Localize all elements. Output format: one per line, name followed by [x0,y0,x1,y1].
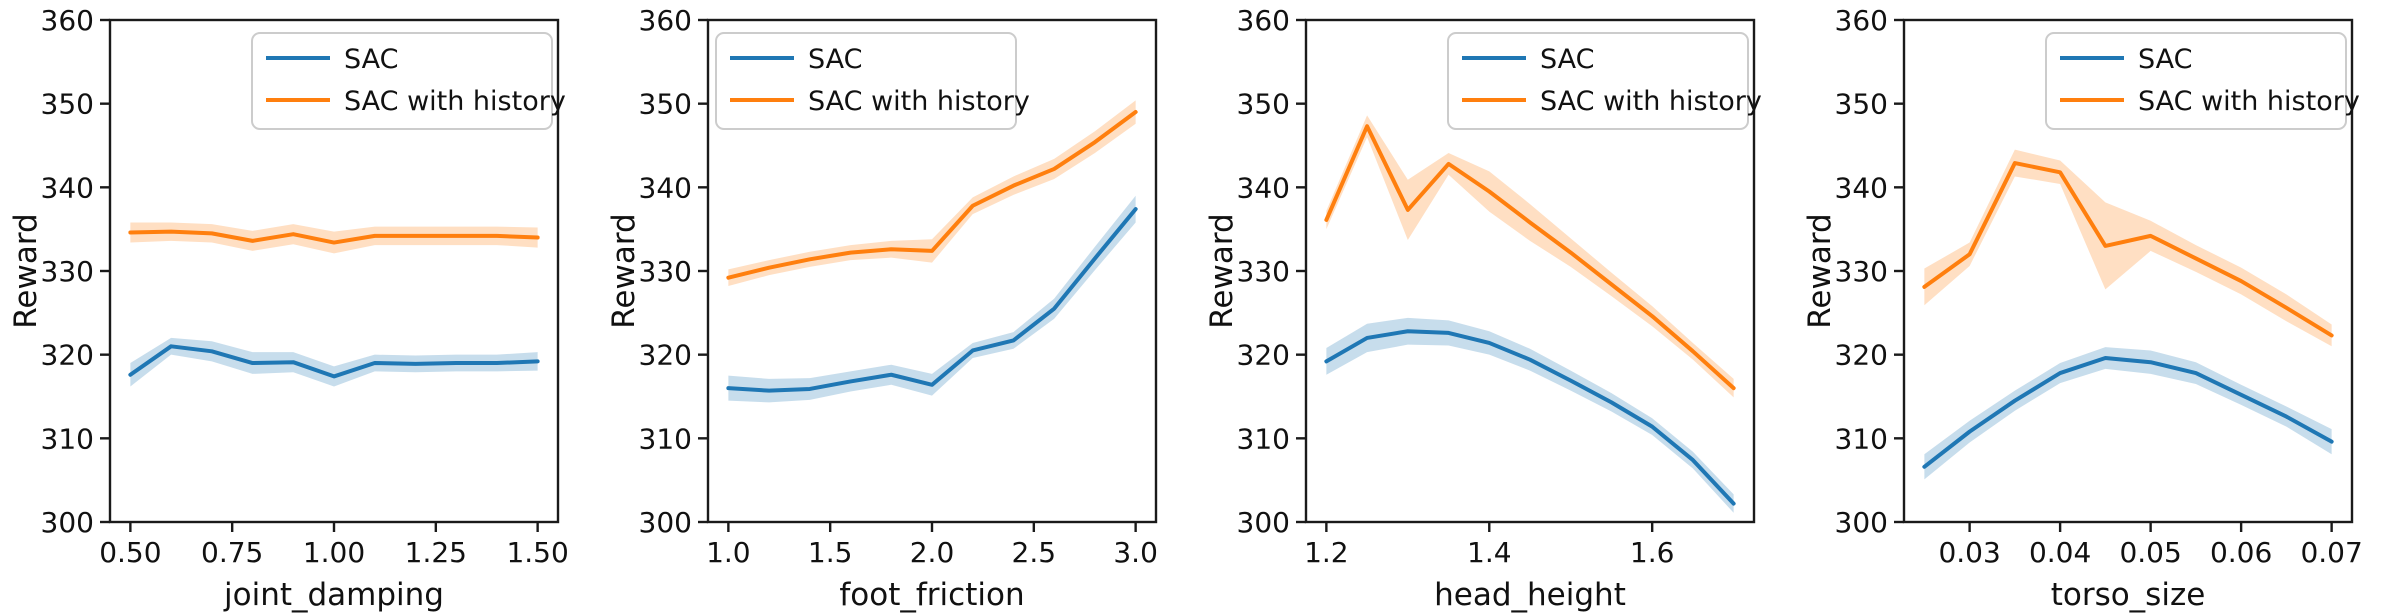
y-tick-label: 310 [1237,422,1290,455]
plot-area [1324,115,1736,513]
legend-label-sac: SAC [2138,44,2193,75]
legend: SAC SAC with history [715,32,1030,130]
subplot-joint-damping: 300 310 320 330 340 350 360 0.50 0.75 1.00 1.25 1.5… [8,4,569,613]
x-tick-label: 3.0 [1113,536,1158,569]
y-tick-label: 340 [1835,171,1888,204]
x-axis-label: joint_damping [223,577,444,613]
x-tick-label: 0.05 [2119,536,2181,569]
y-tick-label: 330 [41,255,94,288]
legend: SAC SAC with history [251,32,566,130]
y-tick-label: 300 [41,506,94,539]
legend-label-sac: SAC [808,44,863,75]
x-axis-label: torso_size [2051,577,2206,613]
y-tick-label: 320 [1237,339,1290,372]
sac-line [1324,329,1736,506]
sac-line [128,344,540,379]
sac-history-line [726,110,1138,280]
x-axis-label: foot_friction [839,577,1024,613]
x-tick-label: 0.06 [2210,536,2272,569]
legend-label-sac-history: SAC with history [344,86,566,117]
y-axis-label: Reward [1802,213,1838,328]
x-tick-label: 1.6 [1630,536,1675,569]
y-tick-label: 350 [1835,88,1888,121]
x-tick-label: 1.00 [303,536,365,569]
y-tick-label: 340 [639,171,692,204]
subplot-torso-size: 300 310 320 330 340 350 360 0.03 0.04 0.05 0.06 0.0… [1802,4,2363,613]
y-axis-label: Reward [1204,213,1240,328]
x-tick-label: 0.03 [1938,536,2000,569]
y-tick-label: 360 [1237,4,1290,37]
sac-band [1326,317,1734,513]
legend: SAC SAC with history [1447,32,1762,130]
subplot-head-height: 300 310 320 330 340 350 360 1.2 1.4 1.6head_heigh… [1204,4,1762,613]
y-tick-label: 320 [1835,339,1888,372]
y-tick-label: 350 [41,88,94,121]
x-tick-label: 0.07 [2300,536,2362,569]
y-tick-label: 300 [639,506,692,539]
y-tick-label: 320 [41,339,94,372]
x-tick-label: 0.50 [99,536,161,569]
legend-label-sac-history: SAC with history [1540,86,1762,117]
x-tick-label: 1.0 [706,536,751,569]
y-tick-label: 310 [41,422,94,455]
legend-label-sac-history: SAC with history [808,86,1030,117]
x-tick-label: 2.5 [1012,536,1057,569]
y-tick-label: 330 [639,255,692,288]
y-tick-label: 300 [1835,506,1888,539]
sac-history-band [130,222,538,254]
y-tick-label: 330 [1237,255,1290,288]
x-axis-label: head_height [1434,577,1626,613]
y-axis-label: Reward [606,213,642,328]
legend: SAC SAC with history [2045,32,2360,130]
y-tick-label: 300 [1237,506,1290,539]
sac-history-line [128,229,540,245]
legend-label-sac: SAC [1540,44,1595,75]
y-tick-label: 360 [1835,4,1888,37]
y-axis-label: Reward [8,213,44,328]
x-tick-label: 2.0 [910,536,955,569]
y-tick-label: 350 [1237,88,1290,121]
y-tick-label: 350 [639,88,692,121]
x-tick-label: 1.25 [405,536,467,569]
legend-label-sac-history: SAC with history [2138,86,2360,117]
plot-area [1922,149,2334,480]
plot-area [726,100,1138,403]
sac-band [1924,347,2332,480]
sac-history-line [1324,124,1736,391]
sac-band [130,337,538,387]
sac-history-line [1922,161,2334,338]
x-tick-label: 1.5 [808,536,853,569]
y-tick-label: 320 [639,339,692,372]
y-tick-label: 330 [1835,255,1888,288]
x-tick-label: 0.04 [2029,536,2091,569]
x-tick-label: 1.50 [506,536,568,569]
sac-band [728,195,1136,403]
sac-history-band [1924,149,2332,347]
x-tick-label: 1.4 [1467,536,1512,569]
y-tick-label: 310 [639,422,692,455]
x-tick-label: 0.75 [201,536,263,569]
sac-line [1922,356,2334,469]
y-tick-label: 340 [1237,171,1290,204]
plot-area [128,222,540,387]
y-tick-label: 360 [41,4,94,37]
y-tick-label: 340 [41,171,94,204]
sac-line [726,207,1138,393]
x-tick-label: 1.2 [1304,536,1349,569]
y-tick-label: 360 [639,4,692,37]
subplot-foot-friction: 300 310 320 330 340 350 360 1.0 1.5 2.0 2.5 3.0 foot… [606,4,1158,613]
y-tick-label: 310 [1835,422,1888,455]
legend-label-sac: SAC [344,44,399,75]
